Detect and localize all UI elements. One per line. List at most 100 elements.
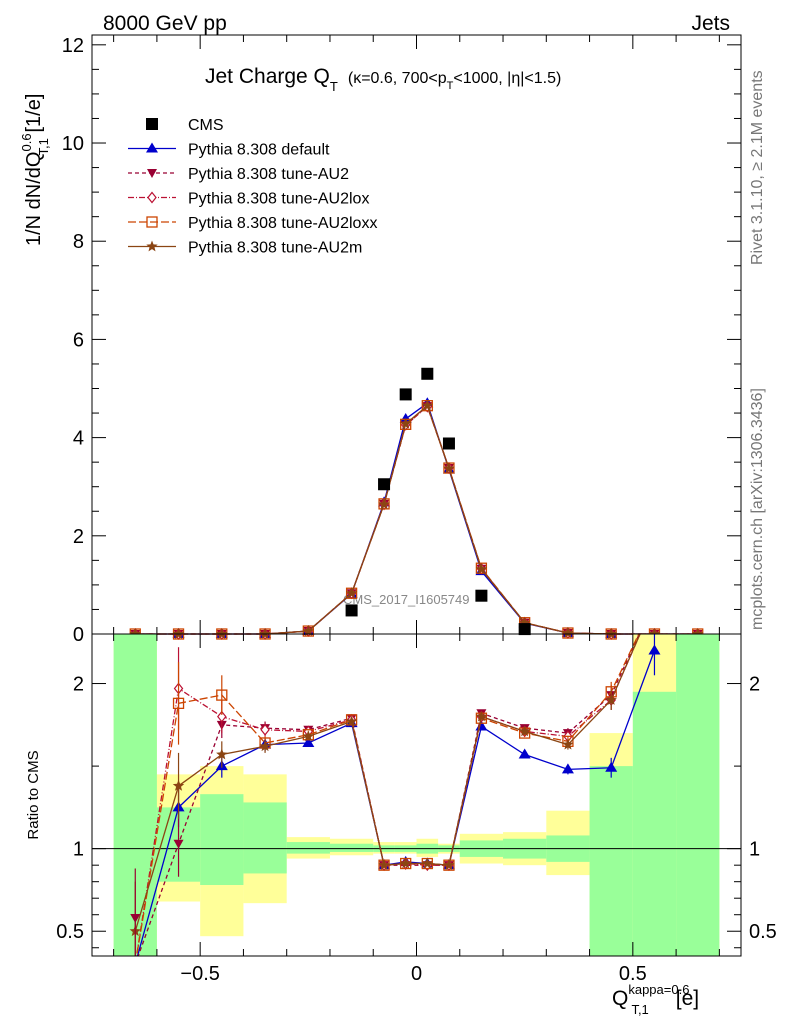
ratio-point-au2loxx	[130, 959, 140, 969]
x-axis-label: Qkappa=0.6 T,1 [e]	[612, 982, 699, 1017]
legend-label-au2lox: Pythia 8.308 tune-AU2lox	[188, 191, 369, 208]
ratio-inner	[92, 595, 741, 969]
ratio-point-default	[518, 748, 531, 759]
ratio-point-au2m	[605, 694, 617, 705]
green-band	[286, 842, 330, 854]
series-point-au2m	[605, 628, 617, 639]
green-band	[200, 794, 244, 885]
green-band	[632, 691, 677, 956]
legend-entry-cms: CMS	[146, 117, 224, 134]
main-ytick-label: 12	[62, 35, 84, 57]
main-ytick-label: 8	[73, 231, 84, 253]
ratio-point-au2	[173, 839, 184, 849]
ratio-point-au2	[130, 960, 140, 969]
ratio-point-au2m	[519, 725, 531, 737]
main-ytick-label: 10	[62, 133, 84, 155]
series-point-au2m	[378, 498, 390, 510]
series-point-au2m	[259, 628, 271, 639]
ratio-point-au2lox	[260, 723, 270, 736]
ratio-point-au2m_extra	[130, 914, 141, 924]
cms-point	[421, 367, 434, 380]
x-tick-label: 0	[411, 963, 422, 985]
ratio-y-label: Ratio to CMS	[25, 750, 42, 839]
cms-point	[345, 604, 358, 617]
ratio-point-au2m	[302, 730, 314, 742]
green-band	[589, 766, 633, 956]
legend-marker-au2m	[146, 240, 158, 252]
legend-marker-default	[146, 142, 158, 153]
mcplots-label: mcplots.cern.ch [arXiv:1306.3436]	[749, 388, 766, 630]
cms-point	[475, 589, 488, 602]
ratio-line-au2lox	[135, 634, 641, 956]
green-band	[676, 634, 720, 956]
legend-entry-au2m: Pythia 8.308 tune-AU2m	[128, 240, 362, 257]
ratio-ytick-label: 0.5	[56, 921, 84, 943]
legend-entry-au2lox: Pythia 8.308 tune-AU2lox	[128, 191, 369, 208]
ratio-point-au2loxx	[649, 596, 659, 606]
ratio-point-au2loxx	[216, 689, 228, 701]
legend-marker-au2	[147, 169, 157, 178]
main-ytick-label: 0	[73, 624, 84, 646]
ratio-ytick-label: 2	[73, 674, 84, 696]
energy-label: 8000 GeV pp	[103, 12, 227, 35]
ratio-point-au2lox	[650, 596, 658, 606]
ratio-point-default	[129, 958, 141, 968]
series-point-au2m	[443, 462, 455, 474]
ratio-point-au2m	[400, 857, 412, 869]
x-tick-label: 0.5	[619, 963, 647, 985]
ratio-point-au2m	[443, 859, 455, 870]
legend-label-au2m: Pythia 8.308 tune-AU2m	[188, 240, 362, 257]
cms-point	[378, 478, 391, 491]
ratio-point-au2m	[378, 859, 390, 870]
plot-title: Jet Charge QT (κ=0.6, 700<pT<1000, |η|<1.…	[205, 65, 561, 94]
green-band	[243, 802, 287, 874]
main-ytick-label: 4	[73, 428, 84, 450]
legend-marker-au2lox	[147, 191, 157, 204]
ratio-series-au2m_extra	[130, 868, 141, 956]
series-point-au2m	[345, 587, 358, 599]
ratio-point-au2m	[259, 740, 271, 752]
cms-point	[442, 437, 455, 450]
rivet-label: Rivet 3.1.10, ≥ 2.1M events	[749, 70, 766, 265]
main-y-label: 1/N dN/dQ0.6 T,1 [1/e]	[19, 94, 51, 246]
ratio-point-default	[648, 644, 661, 655]
series-point-au2m	[475, 563, 488, 574]
green-band	[329, 843, 374, 852]
legend-label-au2: Pythia 8.308 tune-AU2	[188, 166, 349, 183]
series-point-au2m	[421, 399, 433, 411]
legend-label-cms: CMS	[188, 117, 224, 134]
ratio-point-au2m	[421, 857, 433, 869]
jets-label: Jets	[691, 12, 730, 35]
main-plot: 0 2 4 6 8 10 12	[62, 34, 742, 646]
legend-marker-au2loxx	[146, 216, 158, 228]
ratio-point-au2m	[216, 748, 228, 760]
legend-label-default: Pythia 8.308 default	[188, 142, 330, 159]
ratio-point-au2loxx	[172, 697, 185, 710]
cms-point	[518, 623, 531, 636]
ratio-ytick-label-right: 0.5	[749, 921, 777, 943]
analysis-watermark: CMS_2017_I1605749	[343, 592, 470, 607]
series-point-au2m	[172, 628, 185, 639]
series-cms	[345, 367, 531, 636]
ratio-line-au2	[137, 634, 641, 956]
legend: CMS Pythia 8.308 default Pythia 8.308 tune…	[128, 117, 377, 257]
ratio-ytick-label-right: 1	[749, 839, 760, 861]
legend-entry-au2: Pythia 8.308 tune-AU2	[128, 166, 349, 183]
ratio-plot: 0.5 0.5 1 1 2 2 −0.5 0 0.5	[56, 595, 777, 985]
ratio-ytick-label: 1	[73, 839, 84, 861]
main-ytick-label: 6	[73, 329, 84, 351]
ratio-point-default	[605, 761, 618, 772]
ratio-point-au2lox	[217, 710, 227, 723]
legend-entry-au2loxx: Pythia 8.308 tune-AU2loxx	[128, 215, 377, 232]
series-point-au2m	[400, 417, 412, 429]
ratio-point-au2m	[649, 595, 660, 606]
series-point-au2m	[562, 627, 574, 638]
ratio-point-default	[561, 763, 574, 774]
ratio-point-default	[302, 736, 315, 747]
series-point-au2m	[216, 628, 228, 639]
legend-label-au2loxx: Pythia 8.308 tune-AU2loxx	[188, 215, 377, 232]
ratio-ytick-label-right: 2	[749, 674, 760, 696]
ratio-point-au2m	[562, 738, 574, 750]
legend-entry-default: Pythia 8.308 default	[128, 142, 330, 159]
